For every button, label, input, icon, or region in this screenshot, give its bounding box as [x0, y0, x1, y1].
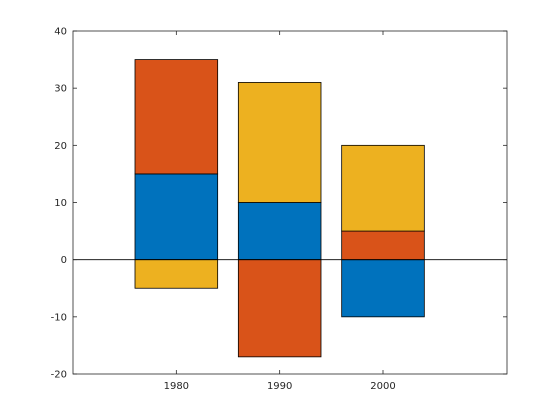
x-tick-label: 1980 — [164, 381, 189, 392]
y-tick-label: 10 — [54, 198, 67, 209]
bar-1980-series-2 — [134, 59, 219, 175]
bar-1980-series-3 — [134, 259, 219, 289]
bar-2000-series-2 — [341, 230, 425, 261]
x-tick-label: 2000 — [370, 381, 395, 392]
y-tick-label: -10 — [51, 312, 67, 323]
y-tick-label: 0 — [61, 255, 67, 266]
y-tick-label: 40 — [54, 27, 67, 38]
bars — [134, 59, 425, 358]
bar-1990-series-2 — [237, 259, 322, 358]
bar-1990-series-3 — [237, 82, 322, 203]
x-tick-label: 1990 — [267, 381, 292, 392]
y-tick-label: 30 — [54, 84, 67, 95]
x-axis-ticks: 1980 1990 2000 — [164, 31, 396, 392]
y-tick-label: 20 — [54, 141, 67, 152]
y-tick-label: -20 — [51, 370, 67, 381]
plot-area: -20 -10 0 10 20 30 40 1980 1990 2000 — [51, 27, 508, 392]
bar-1990-series-1 — [237, 202, 322, 261]
bar-1980-series-1 — [134, 173, 219, 261]
bar-2000-series-3 — [341, 144, 425, 232]
y-axis-ticks: -20 -10 0 10 20 30 40 — [51, 27, 507, 381]
bar-2000-series-1 — [341, 259, 425, 318]
